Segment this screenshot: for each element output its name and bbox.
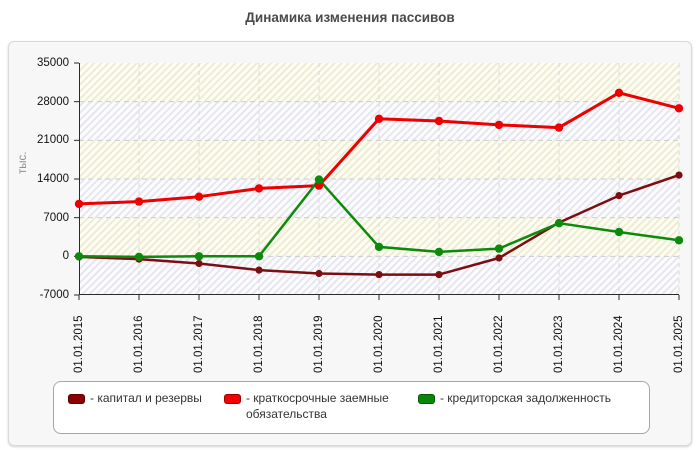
data-point: [375, 271, 383, 279]
legend-swatch: [417, 394, 435, 404]
data-point: [254, 184, 264, 193]
data-point: [315, 269, 323, 278]
y-tick-label: 28000: [37, 95, 69, 108]
data-point: [675, 171, 683, 179]
data-point: [374, 114, 384, 123]
legend-item: - краткосрочные заемные обязательства: [223, 391, 396, 422]
x-tick-label: 01.01.2015: [73, 315, 85, 373]
x-tick-label: 01.01.2019: [313, 315, 325, 373]
y-tick-label: 0: [62, 250, 69, 263]
data-point: [434, 247, 444, 257]
data-point: [134, 252, 144, 262]
data-point: [554, 219, 564, 228]
x-tick-label: 01.01.2020: [373, 315, 385, 373]
legend: - капитал и резервы - краткосрочные заемн…: [53, 381, 650, 434]
data-point: [495, 254, 503, 262]
y-tick-label: -7000: [39, 289, 69, 301]
legend-label: - краткосрочные заемные обязательства: [245, 391, 389, 421]
legend-item: - капитал и резервы: [68, 391, 202, 407]
x-tick-label: 01.01.2017: [193, 315, 205, 373]
x-tick-label: 01.01.2022: [493, 315, 505, 373]
legend-swatch: [68, 394, 85, 404]
y-tick-label: 21000: [37, 134, 69, 147]
data-point: [374, 242, 384, 252]
y-tick-label: 35000: [37, 57, 69, 69]
legend-label: - капитал и резервы: [90, 391, 202, 405]
data-point: [434, 116, 444, 126]
x-tick-label: 01.01.2021: [433, 315, 445, 373]
data-point: [195, 259, 203, 268]
legend-item: - кредиторская задолженность: [417, 391, 612, 407]
y-axis-title: тыс.: [17, 151, 29, 174]
data-point: [494, 120, 504, 130]
data-point: [614, 227, 624, 237]
data-point: [435, 271, 443, 279]
data-point: [554, 123, 564, 132]
data-point: [254, 252, 264, 261]
data-point: [74, 199, 84, 209]
data-point: [614, 88, 624, 97]
x-tick-label: 01.01.2018: [253, 315, 265, 373]
chart-title: Динамика изменения пассивов: [245, 10, 455, 25]
data-point: [674, 236, 684, 245]
data-point: [194, 192, 204, 201]
data-point: [674, 104, 684, 113]
line-chart-svg: [74, 62, 684, 300]
data-point: [314, 181, 324, 190]
data-point: [314, 175, 324, 184]
y-tick-label: 7000: [43, 211, 69, 224]
data-point: [255, 266, 263, 274]
x-tick-label: 01.01.2024: [613, 315, 625, 373]
x-tick-label: 01.01.2025: [673, 315, 685, 373]
plot-area: [74, 62, 684, 300]
y-tick-label: 14000: [37, 173, 69, 185]
legend-label: - кредиторская задолженность: [439, 391, 612, 405]
data-point: [494, 244, 504, 253]
chart-panel: тыс. 35000 28000 21000 14000 7000 0 -7000 01.0…: [8, 41, 692, 446]
legend-swatch: [223, 394, 241, 404]
x-tick-label: 01.01.2023: [553, 315, 565, 373]
x-tick-label: 01.01.2016: [133, 315, 145, 373]
data-point: [134, 197, 144, 206]
data-point: [74, 252, 84, 261]
data-point: [194, 252, 204, 261]
data-point: [615, 192, 623, 200]
